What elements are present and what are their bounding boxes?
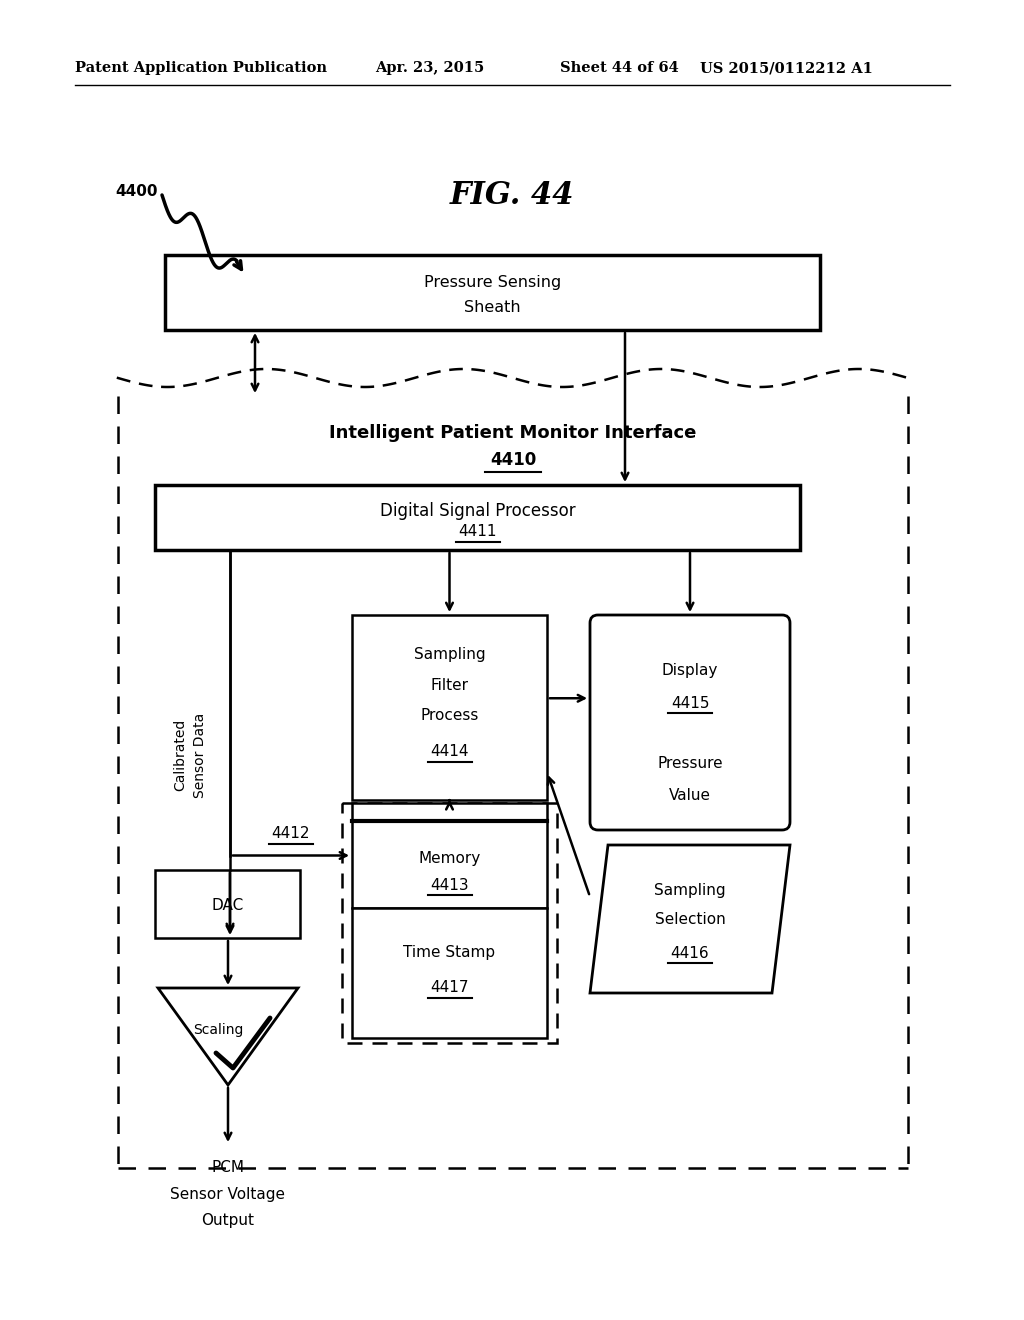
Text: Sampling: Sampling (414, 648, 485, 663)
Text: 4413: 4413 (430, 878, 469, 892)
Text: Pressure: Pressure (657, 755, 723, 771)
Text: Apr. 23, 2015: Apr. 23, 2015 (375, 61, 484, 75)
Text: 4415: 4415 (671, 696, 710, 710)
Text: 4411: 4411 (459, 524, 497, 540)
Text: Display: Display (662, 663, 718, 677)
Text: Selection: Selection (654, 912, 725, 928)
Text: Value: Value (669, 788, 711, 803)
Polygon shape (158, 987, 298, 1085)
Text: US 2015/0112212 A1: US 2015/0112212 A1 (700, 61, 872, 75)
Text: 4416: 4416 (671, 945, 710, 961)
Text: 4417: 4417 (430, 981, 469, 995)
Text: Process: Process (420, 708, 478, 722)
Text: Intelligent Patient Monitor Interface: Intelligent Patient Monitor Interface (330, 424, 696, 442)
Text: 4412: 4412 (271, 826, 310, 841)
Text: DAC: DAC (211, 898, 244, 912)
Text: Sensor Voltage: Sensor Voltage (171, 1188, 286, 1203)
Text: PCM: PCM (212, 1160, 245, 1176)
Bar (155, 484, 800, 550)
Text: Digital Signal Processor: Digital Signal Processor (380, 502, 575, 520)
FancyBboxPatch shape (590, 615, 790, 830)
Text: 4414: 4414 (430, 744, 469, 759)
Text: Patent Application Publication: Patent Application Publication (75, 61, 327, 75)
Text: FIG. 44: FIG. 44 (450, 180, 574, 210)
Text: 4410: 4410 (489, 451, 537, 469)
Text: Time Stamp: Time Stamp (403, 945, 496, 961)
Bar (155, 870, 300, 939)
Bar (352, 615, 547, 800)
Text: Filter: Filter (430, 677, 469, 693)
Text: Scaling: Scaling (193, 1023, 243, 1038)
Bar (352, 908, 547, 1038)
Text: 4400: 4400 (116, 185, 158, 199)
Text: Sheet 44 of 64: Sheet 44 of 64 (560, 61, 679, 75)
Text: Output: Output (202, 1213, 255, 1228)
Text: Memory: Memory (419, 850, 480, 866)
Bar (352, 803, 547, 908)
Text: Sheath: Sheath (464, 300, 521, 314)
Text: Pressure Sensing: Pressure Sensing (424, 275, 561, 289)
Text: Sampling: Sampling (654, 883, 726, 898)
Bar (165, 255, 820, 330)
Text: Calibrated
Sensor Data: Calibrated Sensor Data (173, 713, 207, 797)
Bar (342, 803, 557, 1043)
Polygon shape (590, 845, 790, 993)
